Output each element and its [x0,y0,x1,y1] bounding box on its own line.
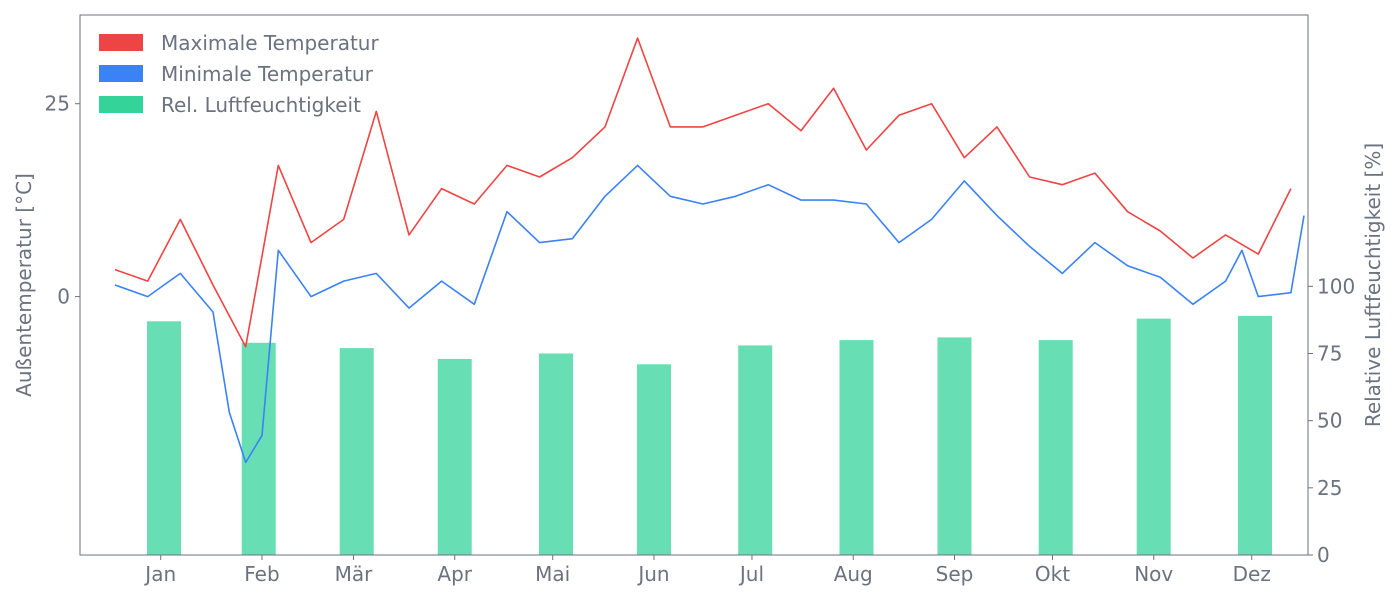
legend-label: Minimale Temperatur [161,62,374,86]
x-tick-label: Jun [636,562,669,586]
plot-frame [79,14,1309,556]
legend-swatch [99,65,143,82]
x-tick-label: Jan [143,562,176,586]
humidity-bar [937,337,972,555]
right-axis-label: Relative Luftfeuchtigkeit [%] [1361,143,1385,427]
x-tick-label: Jul [738,562,764,586]
x-tick-label: Okt [1035,562,1070,586]
humidity-bar [241,342,276,555]
right-y-tick-label: 25 [1317,476,1342,500]
legend-label: Maximale Temperatur [161,31,379,55]
right-y-tick-label: 50 [1317,409,1342,433]
x-tick-label: Mai [535,562,570,586]
minimale-temperatur-line [114,164,1305,464]
x-tick-label: Nov [1134,562,1173,586]
right-y-tick-label: 75 [1317,342,1342,366]
humidity-bar [637,364,671,555]
left-y-tick-label: 0 [57,285,70,309]
right-y-axis: 0 25 50 75 100 [1308,274,1355,567]
humidity-bars [147,315,1272,555]
maximale-temperatur-line [114,37,1292,348]
x-axis: Jan Feb Mär Apr Mai Jun Jul Aug Sep Okt Nov Dez [143,555,1271,586]
x-tick-label: Feb [244,562,279,586]
legend-swatch [99,96,143,113]
humidity-bar [147,321,181,555]
legend: Maximale Temperatur Minimale Temperatur Re… [99,31,379,117]
x-tick-label: Aug [834,562,873,586]
humidity-bar [1038,340,1073,555]
legend-label: Rel. Luftfeuchtigkeit [161,93,361,117]
left-y-axis: 0 25 [45,92,80,309]
right-y-tick-label: 0 [1317,543,1330,567]
left-y-tick-label: 25 [45,92,70,116]
humidity-bar [539,353,573,555]
x-tick-label: Apr [437,562,472,586]
humidity-bar [437,358,472,555]
x-tick-label: Sep [936,562,974,586]
x-tick-label: Mär [335,562,374,586]
humidity-bar [839,340,874,555]
left-axis-label: Außentemperatur [°C] [12,173,36,397]
temperature-lines [114,37,1305,464]
humidity-bar [339,348,374,555]
humidity-bar [1238,315,1272,555]
right-y-tick-label: 100 [1317,274,1355,298]
legend-swatch [99,34,143,51]
humidity-bar [738,345,773,555]
x-tick-label: Dez [1233,562,1271,586]
humidity-bar [1136,318,1171,555]
